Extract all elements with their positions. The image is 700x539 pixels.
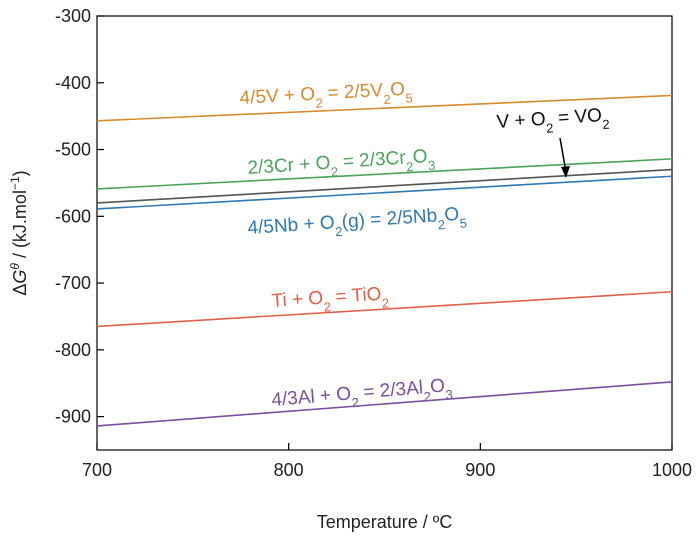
series-label-0: 4/5V + O2 = 2/5V2O5 — [239, 78, 413, 114]
y-tick-label: -700 — [55, 273, 91, 293]
series-label-3: 4/5Nb + O2(g) = 2/5Nb2O5 — [247, 204, 467, 245]
x-tick-label: 900 — [465, 460, 495, 480]
x-tick-label: 700 — [82, 460, 112, 480]
series-label-1: 2/3Cr + O2 = 2/3Cr2O3 — [247, 146, 436, 185]
series-label-4: Ti + O2 = TiO2 — [271, 283, 390, 317]
series-line-1 — [96, 158, 673, 190]
series-label-2: V + O2 = VO2 — [496, 105, 610, 139]
vo2-pointer-arrow-head — [561, 166, 570, 178]
y-tick-label: -400 — [55, 73, 91, 93]
series-line-3 — [96, 175, 673, 210]
x-axis-title: Temperature / ºC — [317, 512, 453, 532]
x-axis-ticks: 700 800 900 1000 — [82, 443, 692, 480]
vo2-pointer-arrow-shaft — [559, 137, 567, 173]
series-line-4 — [96, 290, 673, 328]
x-tick-label: 800 — [274, 460, 304, 480]
series-line-5 — [96, 381, 673, 427]
x-tick-label: 1000 — [652, 460, 692, 480]
plot-frame — [96, 15, 673, 451]
series-label-5: 4/3Al + O2 = 2/3Al2O3 — [271, 375, 454, 417]
y-axis-ticks: -300 -400 -500 -600 -700 -800 -900 — [55, 6, 104, 427]
series-line-0 — [96, 94, 673, 122]
series-labels: 4/5V + O2 = 2/5V2O5 2/3Cr + O2 = 2/3Cr2O3… — [239, 78, 610, 417]
y-axis-title: ΔGθ / (kJ.mol−1) — [8, 170, 30, 295]
y-tick-label: -800 — [55, 340, 91, 360]
y-tick-label: -600 — [55, 206, 91, 226]
y-tick-label: -500 — [55, 140, 91, 160]
series-lines — [96, 94, 673, 427]
y-tick-label: -300 — [55, 6, 91, 26]
y-tick-label: -900 — [55, 407, 91, 427]
series-line-2 — [96, 168, 673, 204]
